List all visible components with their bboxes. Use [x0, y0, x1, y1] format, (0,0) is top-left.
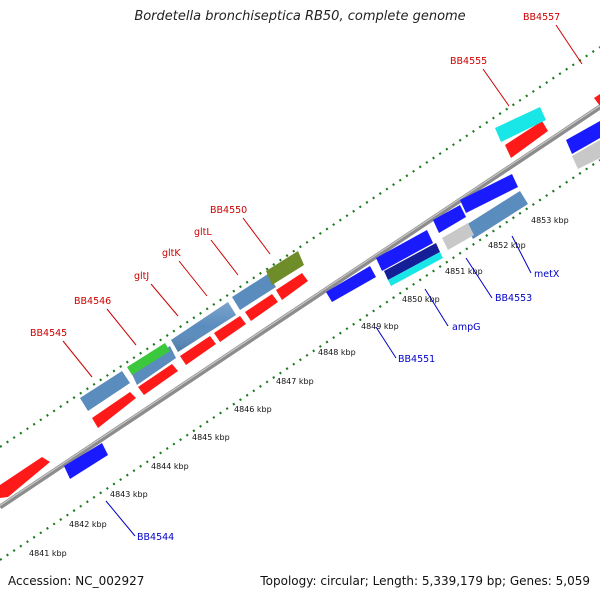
kbp-label: 4845 kbp: [192, 433, 230, 442]
kbp-label: 4852 kbp: [488, 241, 526, 250]
gene-block: [566, 121, 600, 154]
kbp-label: 4849 kbp: [361, 322, 399, 331]
gene-block: [495, 107, 546, 142]
accession-text: Accession: NC_002927: [8, 574, 145, 588]
gene-block: [594, 94, 600, 106]
callout-line: [555, 24, 583, 65]
callout-line: [375, 326, 397, 359]
callout-line: [150, 283, 179, 317]
kbp-label: 4850 kbp: [402, 295, 440, 304]
gene-block: [276, 273, 308, 300]
gene-block: [180, 336, 216, 365]
gene-label: BB4557: [523, 12, 560, 23]
gene-block: [572, 140, 600, 169]
gene-block: [466, 191, 528, 239]
kbp-label: 4843 kbp: [110, 490, 148, 499]
gene-block: [433, 205, 466, 233]
kbp-label: 4847 kbp: [276, 377, 314, 386]
genome-backbone-highlight: [0, 105, 600, 506]
kbp-label: 4851 kbp: [445, 267, 483, 276]
callout-line: [465, 257, 493, 299]
gene-shading: [171, 302, 236, 352]
gene-label: BB4546: [74, 296, 111, 307]
gene-block: [127, 343, 170, 375]
gene-label: BB4551: [398, 354, 435, 365]
kbp-label: 4853 kbp: [531, 216, 569, 225]
gene-label: gltK: [162, 248, 181, 259]
callout-line: [210, 239, 239, 276]
gene-block: [131, 346, 176, 385]
gene-block: [245, 294, 278, 321]
callout-line: [105, 500, 136, 537]
gene-block: [214, 316, 246, 342]
callout-line: [62, 340, 93, 378]
kbp-label: 4846 kbp: [234, 405, 272, 414]
gene-label: gltJ: [134, 271, 149, 282]
kbp-label: 4842 kbp: [69, 520, 107, 529]
gene-block: [138, 364, 178, 395]
callout-line: [106, 308, 137, 346]
callout-line: [511, 235, 532, 274]
genome-backbone: [0, 104, 600, 510]
gene-label: BB4544: [137, 532, 174, 543]
outer-dotted-track: [0, 46, 600, 448]
gene-block: [64, 443, 108, 479]
gene-block: [266, 251, 304, 285]
gene-label: ampG: [452, 322, 480, 333]
upper-labels: BB4545 BB4546 gltJ gltK gltL BB4550 BB4555 BB45…: [30, 12, 583, 378]
topology-text: Topology: circular; Length: 5,339,179 bp…: [260, 574, 590, 588]
gene-label: BB4555: [450, 56, 487, 67]
kbp-label: 4844 kbp: [151, 462, 189, 471]
gene-block: [0, 457, 50, 498]
gene-block: [232, 274, 276, 310]
gene-label: BB4550: [210, 205, 247, 216]
gene-shade: [171, 302, 236, 352]
callout-line: [482, 68, 510, 107]
gene-label: metX: [534, 269, 560, 280]
gene-block: [442, 223, 474, 250]
lower-labels: BB4544 BB4551 ampG BB4553 metX: [105, 235, 560, 543]
gene-block: [376, 230, 433, 271]
gene-block: [384, 243, 440, 280]
kbp-label: 4848 kbp: [318, 348, 356, 357]
kbp-label: 4841 kbp: [29, 549, 67, 558]
gene-block: [80, 371, 130, 411]
callout-line: [178, 260, 208, 297]
gene-label: BB4553: [495, 293, 532, 304]
gene-block: [326, 266, 376, 302]
gene-block: [92, 392, 136, 428]
gene-block: [505, 121, 548, 158]
callout-line: [242, 217, 271, 255]
gene-label: BB4545: [30, 328, 67, 339]
gene-block: [460, 174, 518, 213]
inner-dotted-track: [0, 159, 600, 561]
map-title: Bordetella bronchiseptica RB50, complete…: [134, 9, 466, 24]
callout-line: [424, 288, 449, 327]
gene-block: [388, 252, 443, 286]
kbp-scale: 4841 kbp 4842 kbp 4843 kbp 4844 kbp 4845 kbp…: [29, 216, 569, 558]
gene-label: gltL: [194, 227, 212, 238]
